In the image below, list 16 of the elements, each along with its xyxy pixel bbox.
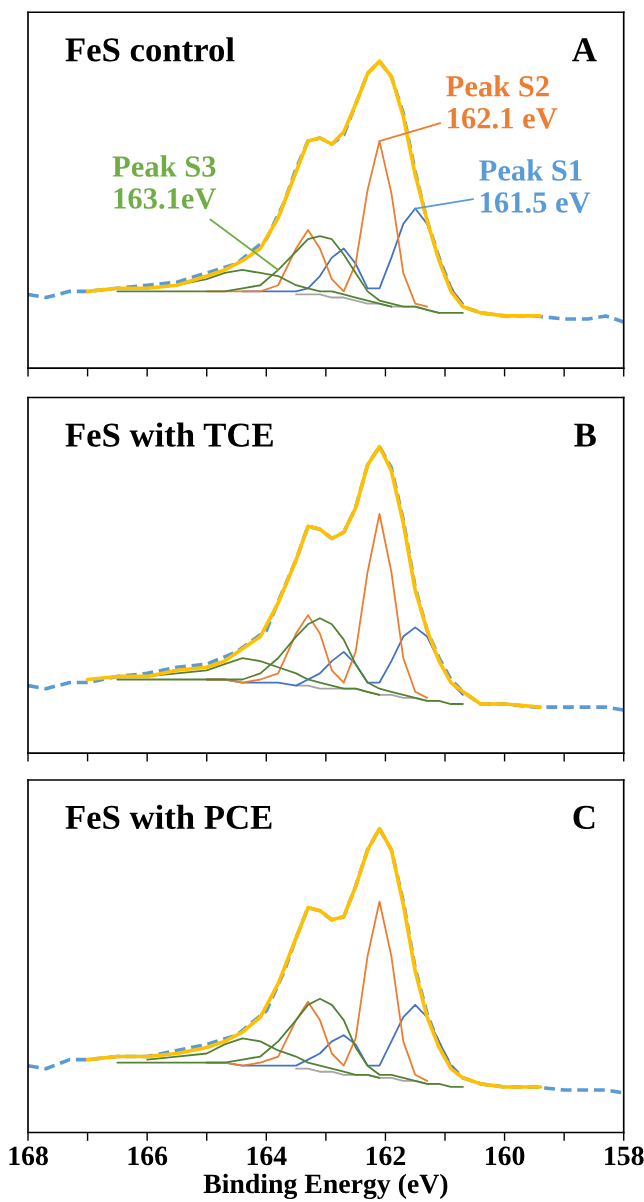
annotation: Peak S2 162.1 eV	[446, 75, 558, 129]
x-tick-label: 160	[485, 1146, 525, 1166]
x-tick-label: 158	[605, 1146, 644, 1166]
x-tick-label: 164	[247, 1146, 287, 1166]
x-tick-label: 166	[128, 1146, 168, 1166]
annotation: Peak S3 163.1eV	[112, 155, 217, 209]
chart-title: FeS control	[65, 37, 235, 62]
annotation: B	[574, 423, 596, 447]
annotation: C	[573, 805, 595, 830]
text: A	[572, 38, 597, 62]
x-tick-label: 162	[366, 1146, 406, 1166]
x-axis-title: Binding Energy (eV)	[203, 1173, 448, 1200]
annotation: Peak S1 161.5 eV	[479, 159, 591, 213]
x-tick-label: 168	[9, 1146, 48, 1166]
chart-title: FeS with PCE	[65, 804, 272, 830]
chart-title: FeS with TCE	[65, 422, 273, 447]
